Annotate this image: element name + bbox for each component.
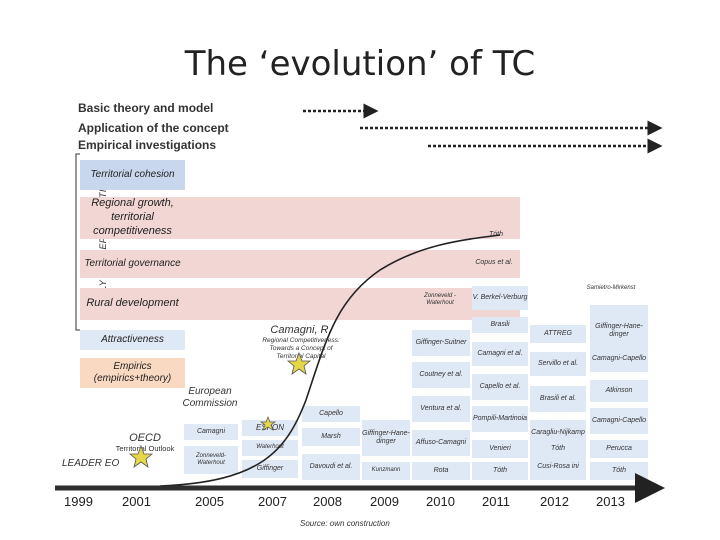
entry-pompili-martinoia: Pompili-Martinoia	[472, 406, 528, 432]
entry-rota: Rota	[412, 462, 470, 480]
entry-ventura: Ventura et al.	[412, 396, 470, 422]
theme-rural-development: Rural development	[80, 288, 520, 320]
entry-giffinger-suitner: Giffinger-Suitner	[412, 330, 470, 356]
entry-toth-2013: Tóth	[590, 462, 648, 480]
entry-servillo: Servillo et al.	[530, 352, 586, 376]
entry-toth-2012: Tóth	[472, 462, 528, 480]
entry-coutney: Coutney et al.	[412, 362, 470, 388]
entry-camagni: Camagni	[184, 424, 238, 440]
source-note: Source: own construction	[300, 519, 390, 528]
year-2005: 2005	[195, 494, 224, 509]
legend-empirical: Empirical investigations	[78, 138, 217, 152]
entry-atkinson: Atkinson	[590, 380, 648, 402]
entry-perucca: Perucca	[590, 440, 648, 458]
year-2010: 2010	[426, 494, 455, 509]
theme-territorial-governance-label: Territorial governance	[84, 257, 181, 269]
theme-territorial-cohesion: Territorial cohesion	[80, 160, 185, 190]
entry-davoudi: Davoudi et al.	[302, 454, 360, 480]
entry-leader: LEADER EO	[62, 458, 120, 469]
theme-empirics: Empirics (empirics+theory)	[80, 358, 185, 388]
evolution-curve	[159, 234, 501, 487]
entry-samietro: Samietro-Mirkenst	[586, 285, 636, 292]
entry-zonneveld-waterhout: Zonneveld-Waterhout	[184, 446, 238, 474]
legend-basic-theory: Basic theory and model	[78, 101, 214, 115]
entry-berkel-verburg: V. Berkel-Verburg	[472, 286, 528, 310]
year-1999: 1999	[64, 494, 93, 509]
entry-affuso-camagni: Affuso-Camagni	[412, 430, 470, 456]
camagni-star-icon	[286, 351, 312, 375]
entry-zonneveld: Zonneveld -Waterhout	[424, 292, 456, 306]
year-2007: 2007	[258, 494, 287, 509]
entry-oecd: OECD	[129, 432, 161, 444]
year-2012: 2012	[540, 494, 569, 509]
entry-kunzmann: Kunzmann	[362, 462, 410, 480]
entry-territorial-outlook: Territorial Outlook	[115, 444, 175, 453]
entry-camagni-capello-b: Camagni-Capello	[590, 408, 648, 434]
slide-title: The ‘evolution’ of TC	[184, 44, 536, 84]
entry-brasili: Brasili	[472, 317, 528, 333]
entry-venieri: Venieri	[472, 440, 528, 458]
year-2009: 2009	[370, 494, 399, 509]
entry-camagni-et-al: Camagni et al.	[472, 342, 528, 366]
oecd-star-icon	[128, 444, 154, 468]
espon-star-icon	[259, 416, 277, 431]
theme-territorial-governance: Territorial governance	[80, 250, 520, 278]
theme-attractiveness: Attractiveness	[80, 330, 185, 350]
theme-regional-growth-label: Regional growth, territorial competitive…	[91, 197, 174, 237]
entry-waterhout: Waterhout	[242, 440, 298, 456]
entry-brasili-et-al: Brasili et al.	[530, 386, 586, 412]
year-2008: 2008	[313, 494, 342, 509]
entry-capello-et-al: Capello et al.	[472, 374, 528, 400]
legend-application: Application of the concept	[78, 121, 229, 135]
entry-cusi-rosaini: Cusi-Rosa ini	[530, 454, 586, 480]
year-2001: 2001	[122, 494, 151, 509]
entry-marsh: Marsh	[302, 428, 360, 446]
year-2013: 2013	[596, 494, 625, 509]
entry-attreg: ATTREG	[530, 325, 586, 343]
entry-camagni-title: Camagni, R.	[270, 324, 332, 336]
entry-toth-2011: Tóth	[530, 440, 586, 458]
entry-copus: Copus et al.	[475, 258, 513, 266]
year-2011: 2011	[482, 494, 510, 509]
entry-camagni-capello-a: Camagni-Capello	[590, 346, 648, 372]
theme-rural-development-label: Rural development	[86, 297, 179, 310]
entry-european-commission: European Commission	[182, 386, 238, 409]
entry-giffinger-hanedinger-b: Giffinger-Hane-dinger	[362, 420, 410, 456]
entry-capello: Capello	[302, 406, 360, 422]
conceptualisation-bracket	[75, 153, 80, 331]
theme-regional-growth: Regional growth, territorial competitive…	[80, 197, 520, 239]
entry-camagni-subtitle: Regional Competitiveness: Towards a Conc…	[262, 337, 340, 360]
entry-toth: Tóth	[488, 230, 503, 238]
